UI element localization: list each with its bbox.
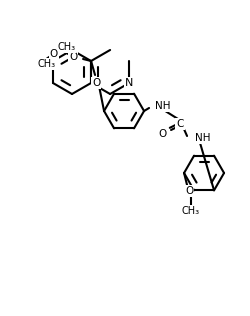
Text: C: C <box>176 119 184 129</box>
Text: CH₃: CH₃ <box>57 42 75 52</box>
Text: O: O <box>185 186 193 196</box>
Text: O: O <box>92 78 100 88</box>
Text: NH: NH <box>155 101 170 111</box>
Text: O: O <box>69 52 77 62</box>
Text: NH: NH <box>195 133 210 143</box>
Text: N: N <box>125 78 133 88</box>
Text: CH₃: CH₃ <box>182 206 200 216</box>
Text: CH₃: CH₃ <box>38 59 56 69</box>
Text: O: O <box>158 129 166 139</box>
Text: O: O <box>50 49 58 59</box>
